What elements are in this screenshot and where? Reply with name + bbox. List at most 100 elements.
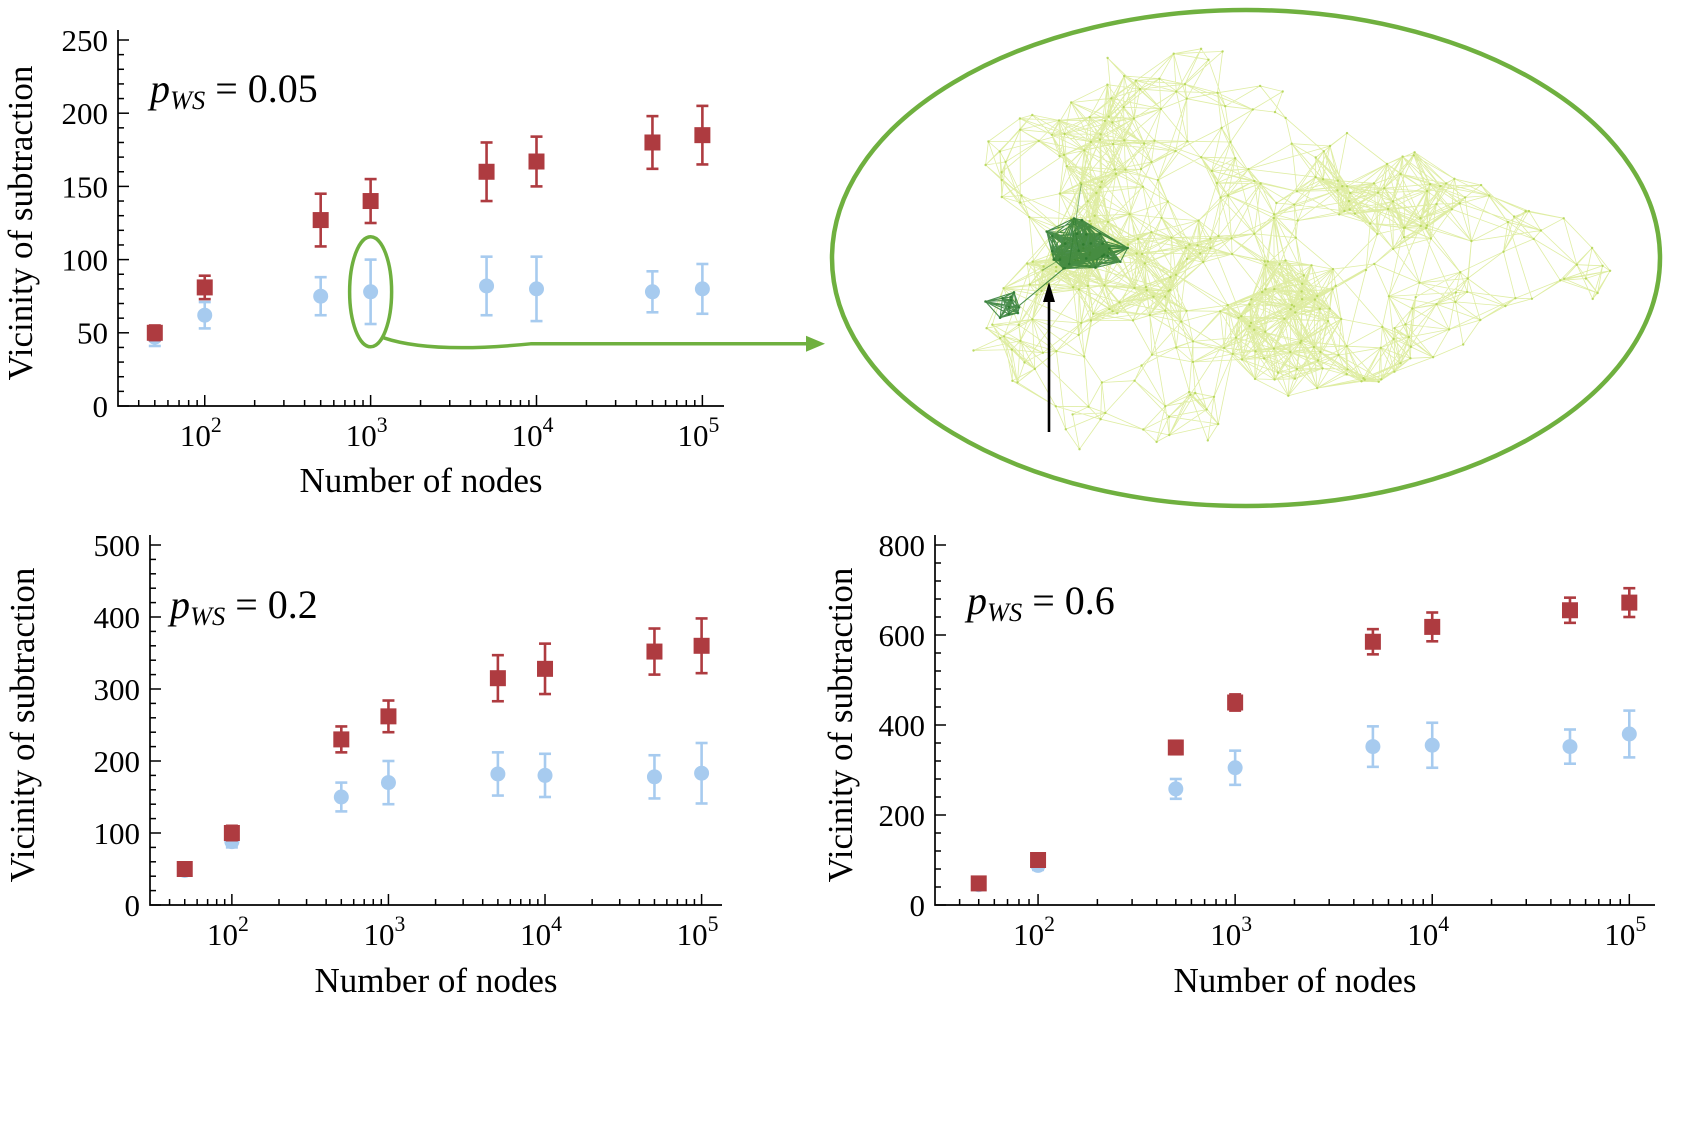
marker-circle — [694, 281, 710, 297]
series-red-squares — [146, 104, 711, 342]
x-axis-label: Number of nodes — [299, 461, 542, 500]
marker-circle — [380, 775, 396, 791]
chart-pws-02: 0 100 200 300 400 500 102 103 104 105 Number of no… — [3, 528, 722, 1000]
error-bars — [148, 255, 709, 348]
tick-labels: 0 50 100 150 200 250 102 103 104 105 — [62, 23, 720, 453]
y-tick-label: 200 — [879, 798, 926, 833]
pws-annotation: pWS = 0.2 — [167, 582, 318, 631]
x-tick-label: 103 — [346, 413, 388, 453]
marker-square — [644, 134, 661, 151]
marker-square — [223, 825, 240, 841]
marker-square — [380, 708, 397, 725]
marker-circle — [479, 278, 495, 294]
marker-square — [1227, 694, 1244, 711]
marker-circle — [644, 284, 660, 300]
y-axis-label: Vicinity of subtraction — [1, 66, 40, 381]
y-tick-label: 100 — [94, 816, 141, 851]
marker-square — [1364, 633, 1381, 650]
ticks — [150, 544, 703, 906]
x-tick-label: 102 — [180, 413, 222, 453]
marker-square — [1621, 594, 1638, 611]
marker-square — [1424, 618, 1441, 635]
chart-pws-005: 0 50 100 150 200 250 102 103 104 105 Number of nod… — [1, 23, 724, 500]
network-dark-cluster-edges — [985, 217, 1129, 319]
ticks — [118, 39, 704, 407]
x-tick-label: 105 — [677, 413, 719, 453]
marker-square — [1030, 852, 1047, 868]
pws-annotation: pWS = 0.05 — [147, 66, 318, 115]
x-tick-label: 102 — [207, 912, 249, 952]
marker-circle — [197, 307, 213, 323]
x-tick-label: 103 — [1210, 912, 1252, 952]
x-tick-label: 104 — [1407, 912, 1449, 952]
y-tick-label: 0 — [910, 888, 926, 923]
y-tick-label: 100 — [62, 242, 109, 277]
marker-circle — [1621, 726, 1637, 742]
cluster-arrow — [1043, 282, 1055, 432]
y-tick-label: 400 — [94, 600, 141, 635]
y-tick-label: 200 — [94, 744, 141, 779]
marker-circle — [1562, 739, 1578, 755]
series-red-squares — [176, 617, 710, 877]
x-axis-label: Number of nodes — [1173, 961, 1416, 1000]
y-tick-label: 300 — [94, 672, 141, 707]
marker-square — [970, 875, 987, 892]
error-bars — [178, 741, 708, 876]
marker-square — [312, 212, 329, 229]
error-bars — [972, 709, 1636, 891]
y-axis-label: Vicinity of subtraction — [822, 568, 860, 883]
y-tick-label: 0 — [93, 389, 109, 424]
tick-labels: 0 200 400 600 800 102 103 104 105 — [879, 528, 1647, 952]
error-bars — [148, 104, 709, 342]
marker-circle — [694, 765, 710, 781]
error-bars — [178, 617, 708, 877]
y-tick-label: 600 — [879, 618, 926, 653]
y-tick-label: 250 — [62, 23, 109, 58]
cluster-arrowhead — [1043, 282, 1055, 302]
error-bars — [972, 586, 1636, 890]
marker-circle — [1227, 760, 1243, 776]
y-tick-label: 50 — [77, 316, 108, 351]
marker-circle — [313, 288, 329, 304]
marker-square — [1167, 739, 1184, 756]
network-visualization — [829, 7, 1663, 509]
marker-square — [362, 193, 379, 210]
y-tick-label: 400 — [879, 708, 926, 743]
x-tick-label: 104 — [520, 912, 562, 952]
network-dark-cluster-nodes — [984, 217, 1130, 319]
marker-circle — [490, 766, 506, 782]
y-tick-label: 500 — [94, 528, 141, 563]
series-blue-circles — [177, 741, 710, 878]
y-axis-label: Vicinity of subtraction — [3, 568, 42, 883]
series-red-squares — [970, 586, 1638, 892]
marker-circle — [333, 789, 349, 805]
series-blue-circles — [147, 255, 710, 348]
x-axis-label: Number of nodes — [314, 961, 557, 1000]
marker-circle — [363, 284, 379, 300]
network-ellipse-border — [829, 7, 1663, 509]
marker-square — [1561, 602, 1578, 619]
marker-circle — [646, 769, 662, 785]
x-tick-label: 104 — [512, 413, 554, 453]
marker-circle — [537, 767, 553, 783]
chart-pws-06: 0 200 400 600 800 102 103 104 105 Number of nodes… — [822, 528, 1655, 1000]
marker-square — [646, 643, 663, 660]
tick-labels: 0 100 200 300 400 500 102 103 104 105 — [94, 528, 719, 952]
marker-square — [528, 153, 545, 170]
x-tick-label: 105 — [1604, 912, 1646, 952]
pws-annotation: pWS = 0.6 — [964, 578, 1115, 627]
y-tick-label: 0 — [125, 888, 141, 923]
series-blue-circles — [971, 709, 1637, 893]
marker-square — [693, 637, 710, 654]
marker-circle — [1365, 739, 1381, 755]
ticks — [935, 544, 1631, 906]
marker-square — [694, 127, 711, 144]
x-tick-label: 103 — [364, 912, 406, 952]
marker-square — [537, 660, 554, 677]
marker-circle — [1168, 781, 1184, 797]
marker-square — [478, 163, 495, 180]
network-nodes — [972, 47, 1612, 451]
marker-circle — [1424, 737, 1440, 753]
marker-circle — [528, 281, 544, 297]
